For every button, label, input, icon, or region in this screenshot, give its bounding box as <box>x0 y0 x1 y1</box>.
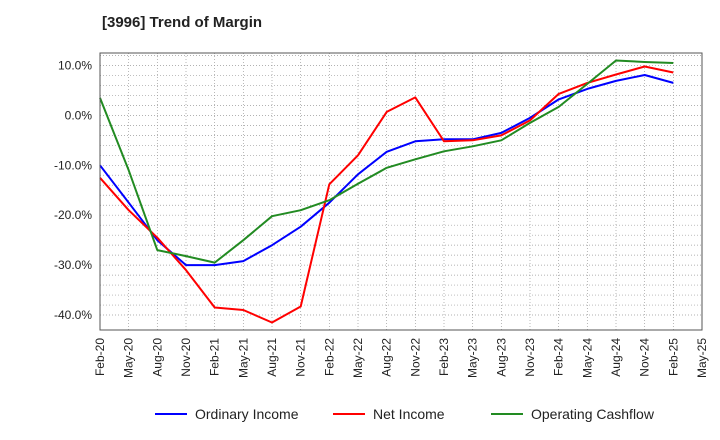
y-tick-label: -20.0% <box>54 208 92 222</box>
chart-title: [3996] Trend of Margin <box>102 14 263 31</box>
x-tick-label: Aug-20 <box>150 338 164 377</box>
y-tick-label: 10.0% <box>58 58 92 72</box>
x-tick-label: Nov-20 <box>179 338 193 377</box>
x-tick-label: May-21 <box>236 338 250 378</box>
x-tick-label: Nov-23 <box>523 338 537 377</box>
x-tick-label: Feb-24 <box>552 338 566 376</box>
x-tick-label: Feb-21 <box>208 338 222 376</box>
x-tick-label: May-24 <box>580 338 594 378</box>
legend-label: Net Income <box>373 406 445 422</box>
x-tick-label: Nov-22 <box>408 338 422 377</box>
x-tick-label: Aug-21 <box>265 338 279 377</box>
y-tick-labels: 10.0% 0.0% -10.0% -20.0% -30.0% -40.0% <box>54 58 92 322</box>
x-tick-label: Aug-22 <box>380 338 394 377</box>
x-tick-label: Feb-23 <box>437 338 451 376</box>
x-tick-label: May-20 <box>122 338 136 378</box>
x-tick-label: Aug-24 <box>609 338 623 377</box>
y-tick-label: -30.0% <box>54 258 92 272</box>
x-tick-label: May-25 <box>695 338 709 378</box>
x-tick-label: May-22 <box>351 338 365 378</box>
series-lines <box>99 59 674 324</box>
legend-label: Operating Cashflow <box>531 406 655 422</box>
x-tick-label: Feb-25 <box>666 338 680 376</box>
plot-area-frame <box>99 52 703 331</box>
legend-label: Ordinary Income <box>195 406 299 422</box>
grid-lines <box>99 53 703 330</box>
series-line-net-income <box>99 65 674 324</box>
legend: Ordinary Income Net Income Operating Cashf… <box>155 406 655 422</box>
y-tick-label: 0.0% <box>65 108 93 122</box>
x-tick-label: Nov-21 <box>294 338 308 377</box>
series-line-operating-cashflow <box>99 59 674 264</box>
x-tick-label: Aug-23 <box>494 338 508 377</box>
y-tick-label: -40.0% <box>54 308 92 322</box>
x-tick-label: Feb-22 <box>322 338 336 376</box>
x-tick-labels: Feb-20 May-20 Aug-20 Nov-20 Feb-21 May-21 Aug-… <box>93 338 709 378</box>
y-tick-label: -10.0% <box>54 158 92 172</box>
x-tick-label: Feb-20 <box>93 338 107 376</box>
x-tick-label: May-23 <box>466 338 480 378</box>
x-tick-label: Nov-24 <box>638 338 652 377</box>
